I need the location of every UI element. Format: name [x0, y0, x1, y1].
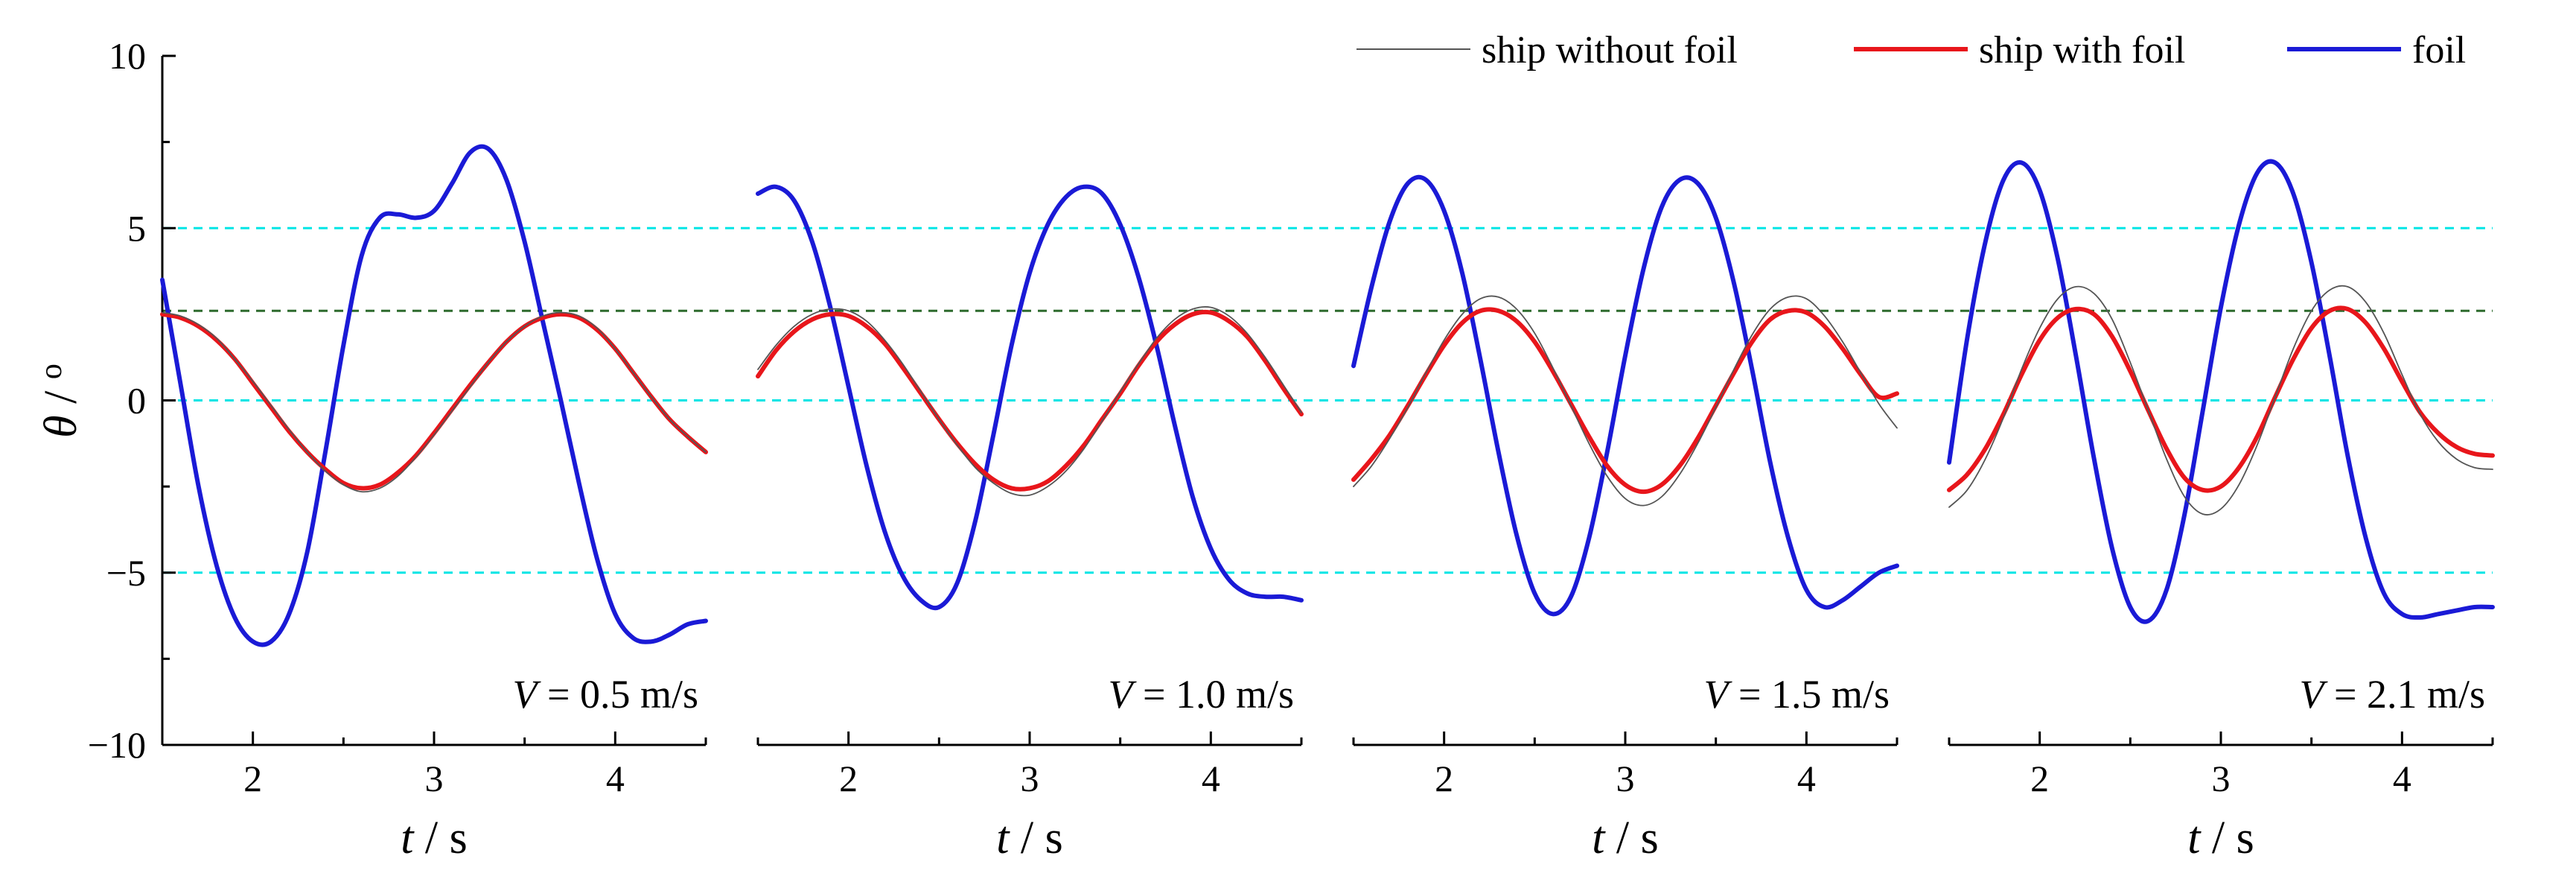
x-axis-title: t / s	[1592, 813, 1659, 863]
x-tick-label: 4	[1202, 758, 1220, 799]
x-axis-separator: /	[1009, 813, 1045, 863]
x-tick-label: 3	[425, 758, 444, 799]
x-axis-title: t / s	[2187, 813, 2254, 863]
legend: ship without foil ship with foil foil	[1356, 29, 2466, 72]
axes-layer	[161, 54, 2494, 746]
x-tick-label: 2	[2030, 758, 2049, 799]
legend-foil-label: foil	[2412, 29, 2466, 72]
speed-value: = 2.1 m/s	[2324, 672, 2485, 717]
x-tick-label: 2	[1435, 758, 1453, 799]
series-line-foil-panel-3	[1351, 174, 1899, 617]
speed-label-panel-3: V = 1.5 m/s	[1704, 672, 1890, 717]
y-tick-label: −10	[88, 724, 146, 766]
x-axis-separator: /	[413, 813, 449, 863]
x-axis-unit: s	[1045, 813, 1063, 863]
speed-label-panel-4: V = 2.1 m/s	[2300, 672, 2485, 717]
x-axis-separator: /	[2200, 813, 2236, 863]
series-line-ship-without-foil-panel-1	[162, 311, 707, 493]
x-axis-unit: s	[2237, 813, 2254, 863]
y-axis-title: θ / o	[34, 364, 86, 438]
x-axis-unit: s	[1641, 813, 1659, 863]
speed-label-panel-2: V = 1.0 m/s	[1109, 672, 1294, 717]
speed-label-panel-1: V = 0.5 m/s	[513, 672, 698, 717]
series-line-ship-without-foil-panel-4	[1948, 285, 2493, 515]
series-line-ship-without-foil-panel-2	[757, 306, 1302, 497]
x-axis-title: t / s	[401, 813, 468, 863]
x-tick-label: 3	[1021, 758, 1039, 799]
speed-symbol: V	[1704, 672, 1733, 717]
series-layer	[160, 144, 2495, 647]
series-line-foil-panel-2	[756, 184, 1304, 611]
series-line-ship-with-foil-panel-2	[756, 309, 1304, 492]
speed-symbol: V	[2300, 672, 2329, 717]
legend-ship-with-foil-label: ship with foil	[1979, 29, 2185, 72]
series-line-ship-with-foil-panel-3	[1351, 307, 1899, 495]
speed-symbol: V	[513, 672, 542, 717]
x-tick-label: 4	[2393, 758, 2411, 799]
x-axis-symbol: t	[401, 813, 415, 863]
x-axis-unit: s	[450, 813, 468, 863]
x-axis-separator: /	[1604, 813, 1640, 863]
y-axis-unit: o	[34, 364, 68, 379]
y-tick-label: 10	[109, 35, 146, 77]
legend-ship-without-foil-label: ship without foil	[1482, 29, 1738, 72]
x-tick-label: 4	[1797, 758, 1816, 799]
x-tick-label: 3	[2212, 758, 2231, 799]
speed-value: = 0.5 m/s	[538, 672, 698, 717]
x-axis-symbol: t	[2187, 813, 2202, 863]
y-tick-label: 0	[127, 380, 146, 422]
y-axis-symbol: θ	[36, 415, 86, 437]
speed-value: = 1.0 m/s	[1133, 672, 1294, 717]
speed-symbol: V	[1109, 672, 1138, 717]
series-line-foil-panel-1	[160, 144, 708, 647]
x-tick-label: 4	[606, 758, 625, 799]
series-line-foil-panel-4	[1947, 159, 2495, 624]
reference-lines-layer	[162, 226, 2493, 574]
y-tick-label: 5	[127, 207, 146, 249]
y-axis-separator: /	[36, 379, 86, 415]
x-axis-symbol: t	[996, 813, 1010, 863]
x-axis-title: t / s	[996, 813, 1063, 863]
x-axis-symbol: t	[1592, 813, 1606, 863]
speed-value: = 1.5 m/s	[1729, 672, 1890, 717]
x-tick-label: 2	[243, 758, 262, 799]
y-tick-label: −5	[106, 552, 146, 594]
labels-layer: 10 5 0 −5 −10 θ / o 2 3 4 t / s V = 0.5 m/s 2 3 4 t / …	[34, 35, 2485, 863]
x-tick-label: 2	[839, 758, 858, 799]
series-line-ship-with-foil-panel-4	[1947, 305, 2495, 493]
x-tick-label: 3	[1616, 758, 1635, 799]
series-line-ship-without-foil-panel-3	[1353, 295, 1898, 507]
